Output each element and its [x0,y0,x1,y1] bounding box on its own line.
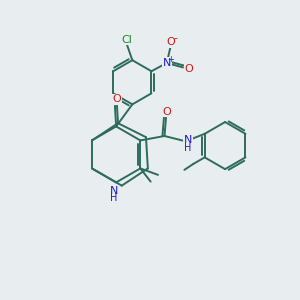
Text: Cl: Cl [122,34,133,45]
Text: H: H [184,143,192,153]
Text: N: N [163,58,171,68]
Text: N: N [110,186,118,196]
Text: H: H [110,193,118,203]
Text: O: O [112,94,121,104]
Text: O: O [184,64,193,74]
Text: O: O [162,107,171,117]
Text: N: N [184,135,192,145]
Text: O: O [166,38,175,47]
Text: -: - [174,33,178,43]
Text: +: + [167,55,174,64]
